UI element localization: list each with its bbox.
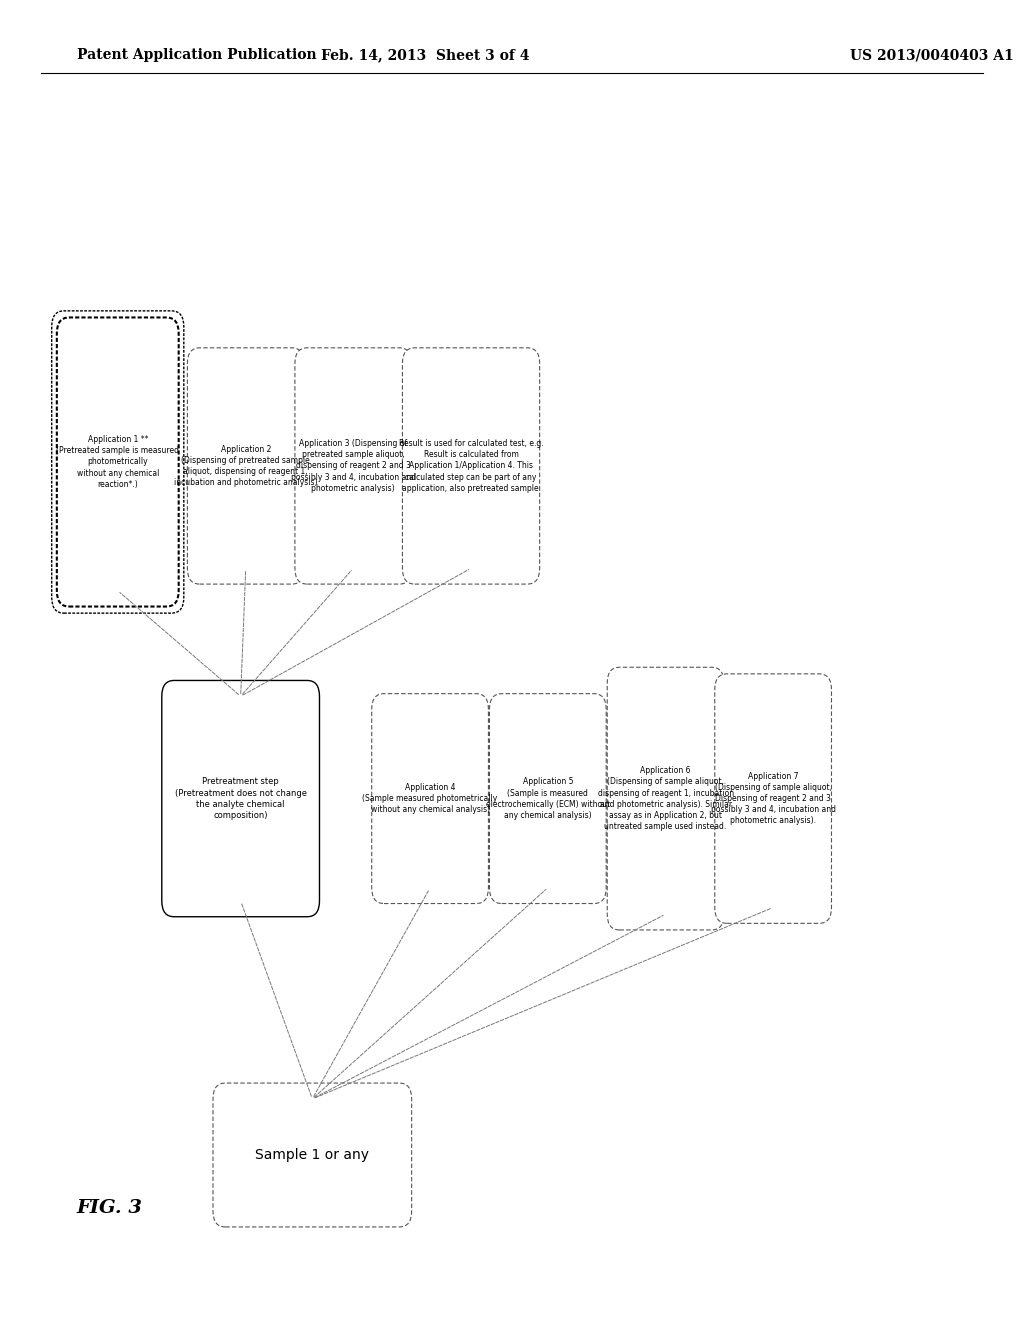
- Text: Application 6
(Dispensing of sample aliquot,
dispensing of reagent 1, incubation: Application 6 (Dispensing of sample aliq…: [598, 767, 733, 830]
- Text: Application 3 (Dispensing of
pretreated sample aliquot,
dispensing of reagent 2 : Application 3 (Dispensing of pretreated …: [291, 440, 416, 492]
- FancyBboxPatch shape: [715, 673, 831, 924]
- Text: Patent Application Publication: Patent Application Publication: [77, 49, 316, 62]
- FancyBboxPatch shape: [489, 694, 606, 903]
- Text: Pretreatment step
(Pretreatment does not change
the analyte chemical
composition: Pretreatment step (Pretreatment does not…: [175, 777, 306, 820]
- Text: Application 5
(Sample is measured
electrochemically (ECM) without
any chemical a: Application 5 (Sample is measured electr…: [485, 777, 610, 820]
- Text: Application 2
(Dispensing of pretreated sample
aliquot, dispensing of reagent 1,: Application 2 (Dispensing of pretreated …: [174, 445, 317, 487]
- FancyBboxPatch shape: [372, 694, 488, 903]
- Text: Sample 1 or any: Sample 1 or any: [255, 1148, 370, 1162]
- Text: Application 7
(Dispensing of sample aliquot,
Dispensing of reagent 2 and 3
possi: Application 7 (Dispensing of sample aliq…: [711, 772, 836, 825]
- FancyBboxPatch shape: [162, 681, 319, 916]
- FancyBboxPatch shape: [295, 348, 412, 583]
- FancyBboxPatch shape: [607, 668, 724, 929]
- FancyBboxPatch shape: [213, 1082, 412, 1228]
- FancyBboxPatch shape: [402, 348, 540, 583]
- FancyBboxPatch shape: [57, 318, 178, 607]
- Text: FIG. 3: FIG. 3: [77, 1199, 142, 1217]
- Text: Application 1 **
(Pretreated sample is measured
photometrically
without any chem: Application 1 ** (Pretreated sample is m…: [56, 436, 179, 488]
- FancyBboxPatch shape: [187, 348, 304, 583]
- Text: Feb. 14, 2013  Sheet 3 of 4: Feb. 14, 2013 Sheet 3 of 4: [321, 49, 529, 62]
- Text: Application 4
(Sample measured photometrically
without any chemical analysis): Application 4 (Sample measured photometr…: [362, 783, 498, 814]
- Text: US 2013/0040403 A1: US 2013/0040403 A1: [850, 49, 1014, 62]
- Text: Result is used for calculated test, e.g.
Result is calculated from
Application 1: Result is used for calculated test, e.g.…: [398, 440, 544, 492]
